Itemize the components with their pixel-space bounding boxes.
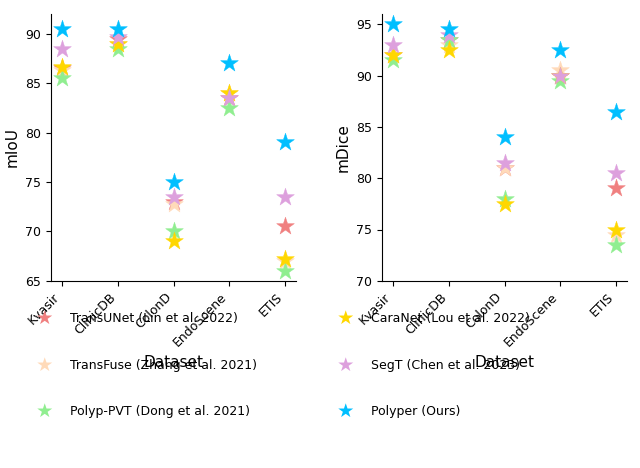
TransUNet (Lin et al. 2022) — [57, 65, 67, 72]
Polyper (Ours) — [57, 25, 67, 33]
TransUNet (Lin et al. 2022) — [280, 223, 291, 230]
Polyp-PVT (Dong et al. 2021) — [168, 227, 179, 235]
Point — [500, 164, 510, 172]
Text: ★: ★ — [36, 309, 54, 328]
Text: ★: ★ — [337, 402, 355, 421]
Text: Polyp-PVT (Dong et al. 2021): Polyp-PVT (Dong et al. 2021) — [70, 405, 250, 418]
Point — [388, 57, 398, 64]
Point — [388, 51, 398, 59]
TransUNet (Lin et al. 2022) — [225, 94, 235, 102]
Point — [556, 46, 566, 54]
Point — [388, 51, 398, 59]
Polyp-PVT (Dong et al. 2021) — [57, 74, 67, 82]
Point — [556, 72, 566, 80]
TransFuse (Zhang et al. 2021) — [113, 40, 123, 47]
SegT (Chen et al. 2023) — [57, 45, 67, 52]
SegT (Chen et al. 2023) — [225, 94, 235, 102]
TransUNet (Lin et al. 2022) — [113, 35, 123, 43]
Polyp-PVT (Dong et al. 2021) — [113, 45, 123, 52]
Y-axis label: mIoU: mIoU — [5, 127, 20, 168]
Point — [611, 108, 621, 115]
Point — [611, 231, 621, 238]
TransFuse (Zhang et al. 2021) — [57, 66, 67, 74]
Polyper (Ours) — [280, 139, 291, 146]
Point — [500, 164, 510, 172]
Text: SegT (Chen et al. 2023): SegT (Chen et al. 2023) — [371, 358, 520, 372]
CaraNet (Lou et al. 2022) — [113, 40, 123, 47]
Point — [500, 195, 510, 203]
Point — [500, 159, 510, 167]
Point — [444, 26, 454, 33]
TransFuse (Zhang et al. 2021) — [280, 257, 291, 265]
SegT (Chen et al. 2023) — [280, 193, 291, 201]
Text: ★: ★ — [36, 402, 54, 421]
Point — [611, 185, 621, 192]
Text: Polyper (Ours): Polyper (Ours) — [371, 405, 461, 418]
Point — [388, 41, 398, 49]
Point — [388, 21, 398, 28]
CaraNet (Lou et al. 2022) — [57, 64, 67, 71]
Point — [611, 226, 621, 233]
Point — [500, 133, 510, 141]
Polyp-PVT (Dong et al. 2021) — [280, 267, 291, 275]
X-axis label: Dataset: Dataset — [475, 355, 534, 370]
TransUNet (Lin et al. 2022) — [168, 198, 179, 205]
Polyper (Ours) — [225, 60, 235, 67]
Point — [388, 51, 398, 59]
Point — [500, 200, 510, 208]
Text: CaraNet (Lou et al. 2022): CaraNet (Lou et al. 2022) — [371, 312, 530, 325]
Polyp-PVT (Dong et al. 2021) — [225, 104, 235, 112]
Text: ★: ★ — [36, 356, 54, 374]
Polyper (Ours) — [168, 178, 179, 186]
Text: TransUNet (Lin et al. 2022): TransUNet (Lin et al. 2022) — [70, 312, 238, 325]
Point — [556, 72, 566, 80]
X-axis label: Dataset: Dataset — [144, 355, 204, 370]
TransFuse (Zhang et al. 2021) — [225, 89, 235, 97]
Text: TransFuse (Zhang et al. 2021): TransFuse (Zhang et al. 2021) — [70, 358, 257, 372]
Point — [611, 169, 621, 177]
Point — [444, 36, 454, 44]
Text: ★: ★ — [337, 309, 355, 328]
TransFuse (Zhang et al. 2021) — [168, 200, 179, 207]
Text: ★: ★ — [337, 356, 355, 374]
SegT (Chen et al. 2023) — [113, 33, 123, 41]
Point — [556, 77, 566, 84]
Point — [444, 46, 454, 54]
Point — [556, 72, 566, 80]
CaraNet (Lou et al. 2022) — [280, 256, 291, 263]
CaraNet (Lou et al. 2022) — [168, 238, 179, 245]
SegT (Chen et al. 2023) — [168, 193, 179, 201]
CaraNet (Lou et al. 2022) — [225, 89, 235, 97]
Point — [556, 67, 566, 74]
Point — [444, 41, 454, 49]
Point — [611, 241, 621, 249]
Y-axis label: mDice: mDice — [336, 123, 351, 172]
Polyper (Ours) — [113, 25, 123, 33]
Point — [444, 31, 454, 38]
Point — [444, 36, 454, 44]
